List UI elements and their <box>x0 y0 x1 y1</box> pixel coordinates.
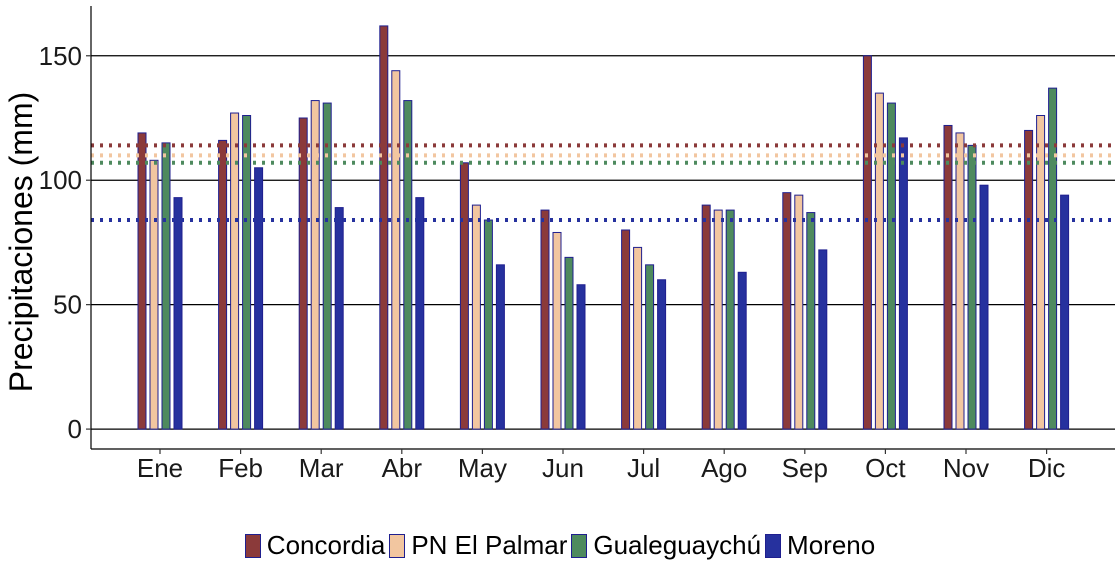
bar <box>737 271 747 430</box>
precipitation-bar-chart: 0 50 100 150 Ene Feb Mar Abr May Jun Jul Ago Sep Oct… <box>3 6 1115 483</box>
x-tick-label: Ene <box>137 453 183 483</box>
legend-label: Concordia <box>266 530 386 560</box>
bar <box>310 100 320 430</box>
bar <box>149 159 159 430</box>
legend-key <box>765 533 782 558</box>
bars <box>137 25 1070 430</box>
bar <box>254 167 264 430</box>
legend-key <box>244 533 261 558</box>
bar <box>334 207 344 430</box>
bar <box>459 162 469 430</box>
bar <box>701 204 711 430</box>
x-tick-label: Jul <box>627 453 660 483</box>
bar <box>242 115 252 430</box>
legend-item: PN El Palmar <box>389 530 567 561</box>
bar <box>1060 194 1070 430</box>
bar <box>967 144 977 430</box>
bar <box>1048 87 1058 430</box>
bar <box>621 229 631 430</box>
legend-label: Gualeguaychú <box>593 530 762 560</box>
legend-label: PN El Palmar <box>411 530 568 560</box>
bar <box>806 212 816 430</box>
legend-item: Moreno <box>765 530 875 561</box>
bar <box>1024 129 1034 430</box>
bar <box>415 197 425 430</box>
bar <box>886 102 896 430</box>
bar <box>161 142 171 430</box>
bar <box>564 256 574 430</box>
bar <box>298 117 308 430</box>
x-tick-label: Sep <box>782 453 828 483</box>
y-tick-label: 150 <box>39 41 82 71</box>
x-tick-label: Jun <box>542 453 584 483</box>
x-tick-label: Dic <box>1028 453 1066 483</box>
bar <box>322 102 332 430</box>
bar <box>943 124 953 430</box>
bar <box>218 139 228 430</box>
legend-key <box>389 533 406 558</box>
bar <box>633 246 643 430</box>
axes <box>90 6 1115 450</box>
bar <box>657 279 667 430</box>
x-tick-label: May <box>458 453 507 483</box>
bar <box>230 112 240 430</box>
x-tick-label: Feb <box>218 453 263 483</box>
bar <box>874 92 884 430</box>
x-tick-label: Abr <box>382 453 423 483</box>
bar <box>471 204 481 430</box>
bar <box>576 284 586 430</box>
bar <box>173 197 183 430</box>
bar <box>379 25 389 430</box>
bar <box>391 70 401 430</box>
legend-label: Moreno <box>787 530 876 560</box>
bar <box>483 219 493 430</box>
bar <box>540 209 550 430</box>
x-tick-labels: Ene Feb Mar Abr May Jun Jul Ago Sep Oct Nov Dic <box>137 449 1066 483</box>
bar <box>955 132 965 430</box>
bar <box>495 264 505 430</box>
x-tick-label: Nov <box>943 453 989 483</box>
bar <box>403 100 413 430</box>
bar <box>979 184 989 430</box>
legend-item: Concordia <box>244 530 386 561</box>
bar <box>818 249 828 430</box>
bar <box>725 209 735 430</box>
y-axis-title: Precipitaciones (mm) <box>3 92 39 393</box>
x-tick-label: Oct <box>865 453 906 483</box>
bar <box>137 132 147 430</box>
bar <box>552 231 562 430</box>
y-tick-labels: 0 50 100 150 <box>39 41 91 444</box>
bar <box>794 194 804 430</box>
y-tick-label: 50 <box>53 290 82 320</box>
legend: Concordia PN El Palmar Gualeguaychú Moreno <box>0 530 1120 561</box>
bar <box>645 264 655 430</box>
bar <box>898 137 908 430</box>
x-tick-label: Ago <box>701 453 747 483</box>
x-tick-label: Mar <box>299 453 344 483</box>
y-tick-label: 100 <box>39 165 82 195</box>
bar <box>782 192 792 430</box>
bar <box>713 209 723 430</box>
y-tick-label: 0 <box>68 414 82 444</box>
bar <box>1036 115 1046 430</box>
legend-item: Gualeguaychú <box>571 530 761 561</box>
legend-key <box>571 533 588 558</box>
bar <box>862 55 872 430</box>
